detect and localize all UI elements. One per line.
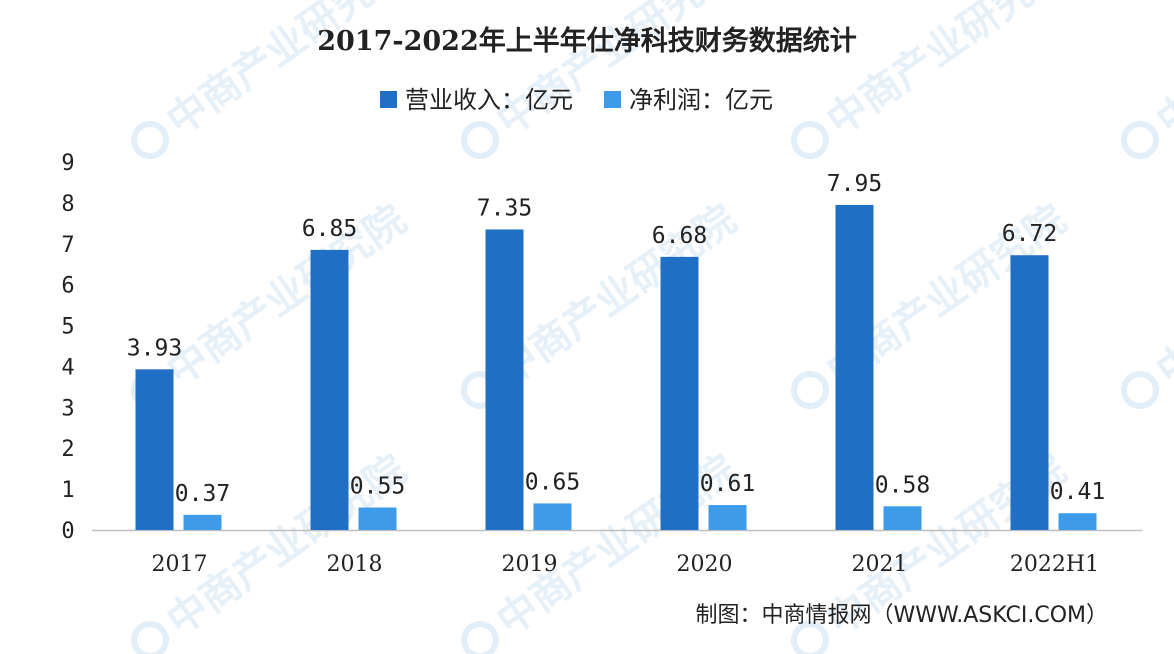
data-label: 0.65 — [525, 469, 580, 495]
watermark-logo-icon — [1121, 121, 1159, 159]
watermark-text: 中商产业研究院 — [1149, 196, 1174, 394]
watermark-logo-icon — [791, 121, 829, 159]
watermark: 中商产业研究院 — [1121, 196, 1174, 409]
y-tick-label: 3 — [61, 396, 74, 421]
data-label: 6.85 — [302, 216, 357, 242]
data-label: 7.35 — [477, 195, 532, 221]
data-label: 3.93 — [127, 335, 182, 361]
y-tick-label: 8 — [61, 192, 74, 217]
y-tick-label: 7 — [61, 233, 74, 258]
data-label: 0.61 — [700, 471, 755, 497]
watermark-logo-icon — [791, 621, 829, 654]
bar — [485, 229, 524, 530]
legend: 营业收入：亿元 净利润：亿元 — [380, 86, 773, 114]
y-tick-label: 5 — [61, 315, 74, 340]
bar — [135, 369, 174, 530]
bar — [835, 204, 874, 530]
chart-title: 2017-2022年上半年仕净科技财务数据统计 — [317, 25, 857, 57]
watermark-text: 中商产业研究院 — [819, 0, 1075, 145]
x-tick-label: 2022H1 — [1010, 552, 1099, 577]
x-tick-label: 2021 — [852, 552, 908, 577]
watermark-text: 中商产业研究院 — [489, 0, 745, 145]
bar — [533, 503, 572, 530]
watermark-logo-icon — [1121, 371, 1159, 409]
watermark-logo-icon — [791, 371, 829, 409]
data-label: 6.72 — [1002, 221, 1057, 247]
data-label: 0.55 — [350, 474, 405, 500]
watermark-logo-icon — [461, 121, 499, 159]
y-tick-label: 2 — [61, 437, 74, 462]
x-tick-label: 2017 — [152, 552, 208, 577]
x-tick-label: 2019 — [502, 552, 558, 577]
legend-swatch — [604, 91, 621, 108]
bar — [660, 256, 699, 530]
watermark-text: 中商产业研究院 — [1149, 0, 1174, 145]
y-tick-label: 0 — [61, 519, 74, 544]
legend-swatch — [380, 91, 397, 108]
x-tick-label: 2020 — [677, 552, 733, 577]
watermark-logo-icon — [131, 121, 169, 159]
watermark: 中商产业研究院 — [1121, 0, 1174, 159]
x-axis: 2017 2018 2019 2020 2021 2022H1 — [152, 552, 1100, 577]
source-note: 制图：中商情报网（WWW.ASKCI.COM） — [696, 603, 1108, 628]
y-axis: 0 1 2 3 4 5 6 7 8 9 — [61, 151, 74, 544]
y-tick-label: 9 — [61, 151, 74, 176]
data-label: 0.58 — [875, 472, 930, 498]
y-tick-label: 6 — [61, 274, 74, 299]
bar — [1058, 513, 1097, 530]
bar — [1010, 255, 1049, 530]
watermark-text: 中商产业研究院 — [159, 0, 415, 145]
data-label: 0.37 — [175, 481, 230, 507]
bar — [358, 507, 397, 530]
watermark-text: 中商产业研究院 — [159, 196, 415, 394]
bars: 3.93 0.37 6.85 0.55 7.35 0.65 6.68 0.61 7.95 0.58… — [127, 171, 1105, 530]
y-tick-label: 4 — [61, 355, 74, 380]
y-tick-label: 1 — [61, 478, 74, 503]
data-label: 6.68 — [652, 223, 707, 249]
data-label: 7.95 — [827, 171, 882, 197]
data-label: 0.41 — [1050, 479, 1105, 505]
x-tick-label: 2018 — [327, 552, 383, 577]
bar — [883, 506, 922, 530]
watermark-logo-icon — [131, 621, 169, 654]
watermark-logo-icon — [461, 621, 499, 654]
legend-label: 营业收入：亿元 — [405, 86, 573, 114]
bar — [310, 249, 349, 530]
bar — [708, 505, 747, 530]
bar — [183, 514, 222, 530]
legend-label: 净利润：亿元 — [629, 86, 773, 114]
